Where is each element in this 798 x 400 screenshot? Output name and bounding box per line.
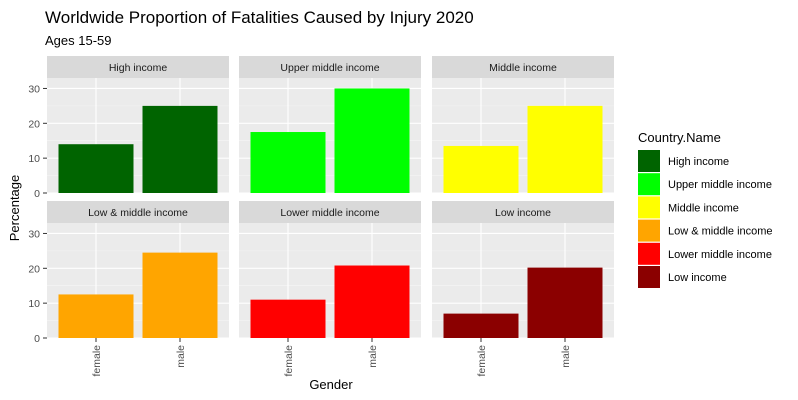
facet-strip — [432, 56, 614, 78]
legend-label: Upper middle income — [668, 179, 772, 191]
bar — [58, 144, 134, 193]
y-axis-title: Percentage — [7, 175, 22, 242]
bar — [250, 132, 326, 193]
legend-key — [638, 242, 660, 265]
bar — [334, 88, 410, 193]
x-tick-label: female — [476, 345, 488, 377]
x-tick-label: male — [560, 345, 572, 368]
bar — [527, 105, 603, 193]
y-tick-label: 30 — [28, 83, 40, 95]
bar — [142, 252, 218, 338]
x-tick-label: female — [283, 345, 295, 377]
facet-strip-label: Low & middle income — [88, 207, 188, 219]
facet-strip — [47, 201, 229, 223]
y-tick-label: 20 — [28, 118, 40, 130]
facet-panel: Middle income — [432, 56, 614, 194]
bar — [142, 105, 218, 193]
bar — [443, 313, 519, 338]
y-tick-label: 20 — [28, 263, 40, 275]
legend: Country.Name High income Upper middle inc… — [638, 130, 773, 288]
x-axis-title: Gender — [309, 377, 353, 392]
legend-key — [638, 173, 660, 196]
facet-panel: Upper middle income — [239, 56, 421, 194]
bar — [443, 145, 519, 193]
x-tick-label: male — [367, 345, 379, 368]
facet-panel: Low income female male — [432, 201, 614, 377]
y-tick-label: 30 — [28, 228, 40, 240]
legend-label: Low income — [668, 272, 727, 284]
legend-key — [638, 150, 660, 172]
facet-strip-label: Lower middle income — [280, 207, 379, 219]
facet-strip — [239, 56, 421, 78]
chart-subtitle: Ages 15-59 — [45, 33, 112, 48]
bar — [58, 294, 134, 338]
facet-panel: Low & middle income 0 10 20 30 female male — [28, 201, 229, 377]
facet-strip-label: High income — [109, 62, 168, 74]
bar — [250, 299, 326, 338]
facet-panel: High income 0 10 20 30 — [28, 56, 229, 200]
bar — [334, 265, 410, 338]
legend-label: Lower middle income — [668, 249, 772, 261]
facet-panel: Lower middle income female male — [239, 201, 421, 377]
x-tick-label: male — [175, 345, 187, 368]
legend-label: Middle income — [668, 202, 739, 214]
legend-key — [638, 266, 660, 288]
chart-title: Worldwide Proportion of Fatalities Cause… — [45, 8, 474, 27]
y-tick-label: 10 — [28, 298, 40, 310]
y-tick-label: 0 — [34, 188, 40, 200]
legend-label: High income — [668, 156, 729, 168]
x-tick-label: female — [91, 345, 103, 377]
y-tick-label: 10 — [28, 153, 40, 165]
legend-title: Country.Name — [638, 130, 721, 145]
facet-strip-label: Upper middle income — [280, 62, 379, 74]
legend-label: Low & middle income — [668, 226, 773, 238]
facet-panels: High income 0 10 20 30 Upper middle income Mid… — [28, 56, 614, 377]
facet-strip-label: Middle income — [489, 62, 557, 74]
legend-key — [638, 219, 660, 242]
facet-strip — [432, 201, 614, 223]
facet-strip — [239, 201, 421, 223]
facet-strip — [47, 56, 229, 78]
legend-key — [638, 196, 660, 219]
y-tick-label: 0 — [34, 333, 40, 345]
facet-strip-label: Low income — [495, 207, 551, 219]
bar — [527, 267, 603, 338]
